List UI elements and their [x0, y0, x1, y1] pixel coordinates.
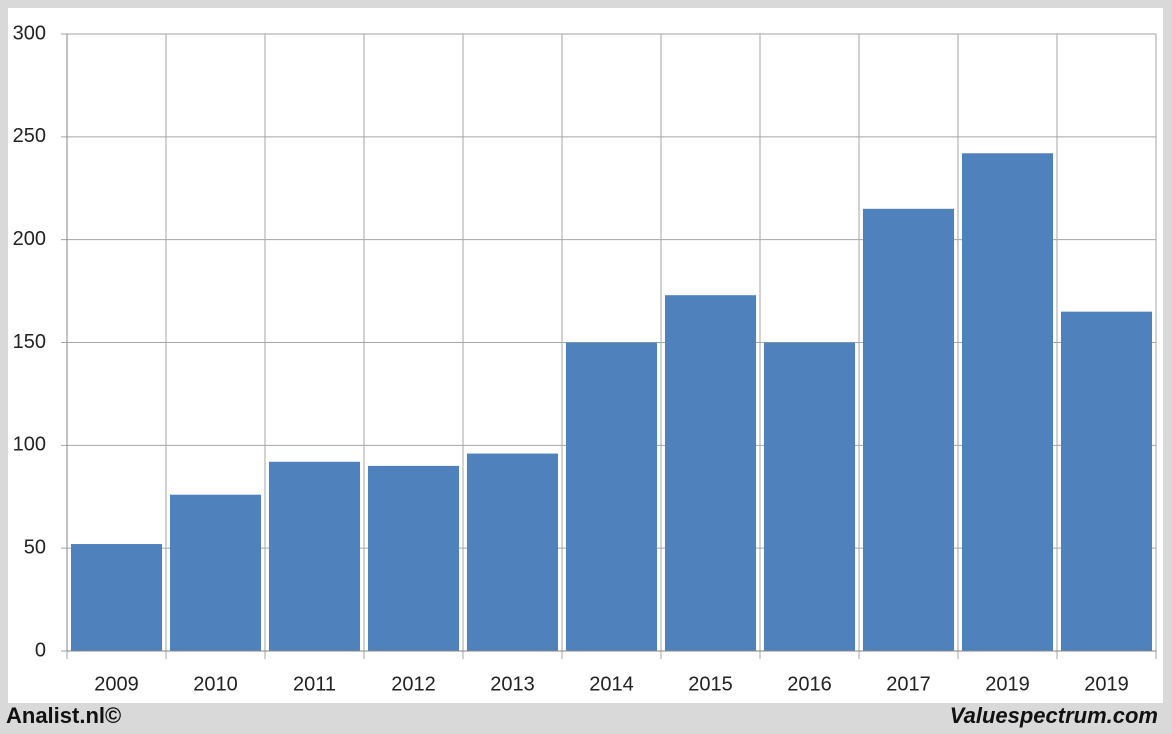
bar — [961, 153, 1054, 651]
y-tick-label: 300 — [13, 22, 46, 44]
y-tick-label: 150 — [13, 331, 46, 353]
x-tick-label: 2014 — [589, 673, 634, 695]
x-tick-label: 2009 — [94, 673, 139, 695]
y-tick-label: 200 — [13, 228, 46, 250]
y-tick-label: 250 — [13, 125, 46, 147]
x-tick-label: 2015 — [688, 673, 733, 695]
x-tick-label: 2016 — [787, 673, 832, 695]
bar — [367, 465, 460, 651]
bar — [664, 295, 757, 651]
x-tick-label: 2010 — [193, 673, 238, 695]
bar — [763, 342, 856, 651]
bar — [70, 544, 163, 651]
footer-left: Analist.nl© — [6, 703, 121, 728]
x-tick-label: 2019 — [985, 673, 1030, 695]
x-tick-label: 2013 — [490, 673, 535, 695]
x-tick-label: 2017 — [886, 673, 931, 695]
bar — [466, 453, 559, 651]
x-tick-label: 2012 — [391, 673, 436, 695]
bar — [268, 461, 361, 651]
bar — [862, 208, 955, 652]
footer-right: Valuespectrum.com — [950, 703, 1158, 728]
x-tick-label: 2011 — [293, 673, 336, 695]
bar — [565, 342, 658, 651]
y-tick-label: 0 — [35, 639, 46, 661]
y-tick-label: 50 — [24, 536, 46, 558]
y-tick-label: 100 — [13, 434, 46, 456]
bar — [169, 494, 262, 651]
x-tick-label: 2019 — [1084, 673, 1129, 695]
bar — [1060, 311, 1153, 651]
